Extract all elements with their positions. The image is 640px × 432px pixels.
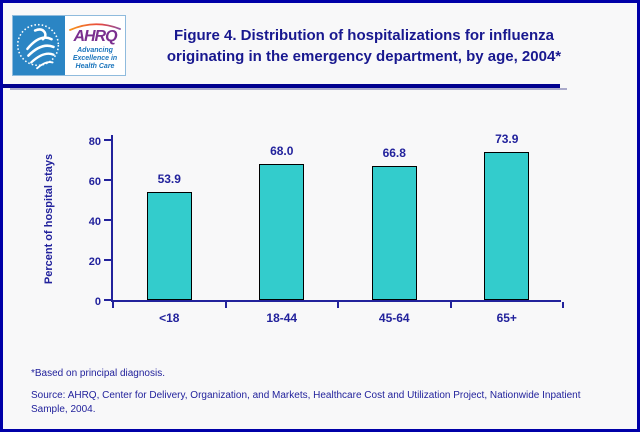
- bar-value-label: 53.9: [157, 172, 181, 187]
- y-tick-label: 20: [88, 256, 101, 268]
- ahrq-tagline-line: Advancing: [77, 46, 113, 54]
- x-tick-mark: [449, 302, 452, 308]
- y-tick-label: 80: [88, 136, 101, 148]
- category-label: 65+: [496, 311, 517, 325]
- ahrq-tagline: Advancing Excellence in Health Care: [73, 47, 117, 71]
- y-tick-labels: 0 20 40 60 80: [61, 135, 101, 308]
- x-tick-mark: [224, 302, 227, 308]
- y-tick-label: 40: [88, 216, 101, 228]
- y-axis-label: Percent of hospital stays: [43, 153, 55, 285]
- x-tick-mark: [562, 302, 564, 308]
- bar-45-64: [371, 166, 417, 300]
- ahrq-tagline-line: Excellence in: [72, 54, 118, 62]
- y-tick-mark: [104, 139, 111, 141]
- hhs-seal-icon: [16, 23, 60, 70]
- figure-title-line-1: Figure 4. Distribution of hospitalizatio…: [173, 27, 554, 44]
- ahrq-hhs-logo: AHRQ Advancing Excellence in Health Care: [12, 15, 126, 76]
- ahrq-arc-icon: [69, 22, 121, 31]
- bar-<18: [146, 192, 192, 300]
- figure-title: Figure 4. Distribution of hospitalizatio…: [133, 25, 595, 67]
- y-tick-label: 0: [94, 296, 101, 308]
- bar-65+: [484, 152, 530, 300]
- hhs-logo-panel: [13, 16, 65, 75]
- bar-value-label: 73.9: [495, 132, 519, 147]
- figure-title-line-2: originating in the emergency department,…: [166, 48, 562, 65]
- category-label: <18: [159, 311, 180, 325]
- header-divider: [3, 84, 567, 90]
- y-tick-mark: [104, 179, 111, 181]
- source-note: Source: AHRQ, Center for Delivery, Organ…: [31, 390, 581, 415]
- x-tick-mark: [337, 302, 339, 308]
- bar-value-label: 66.8: [382, 146, 406, 161]
- ahrq-tagline-line: Health Care: [75, 62, 115, 70]
- y-tick-label: 60: [88, 176, 101, 188]
- ahrq-wordmark: AHRQ: [73, 27, 117, 45]
- bar-value-label: 68.0: [270, 144, 294, 158]
- category-label: 18-44: [266, 311, 298, 325]
- y-tick-mark: [104, 219, 111, 221]
- ahrq-logo-panel: AHRQ Advancing Excellence in Health Care: [65, 16, 125, 75]
- category-label: 45-64: [378, 311, 410, 325]
- plot-area: 53.9 <18 68.0 18-44 66.8 45-64 73.9 65+: [104, 132, 564, 325]
- x-tick-mark: [112, 302, 114, 308]
- y-tick-mark: [104, 299, 111, 301]
- y-tick-mark: [104, 259, 111, 261]
- footnote: *Based on principal diagnosis.: [31, 368, 165, 379]
- bar-18-44: [259, 164, 305, 300]
